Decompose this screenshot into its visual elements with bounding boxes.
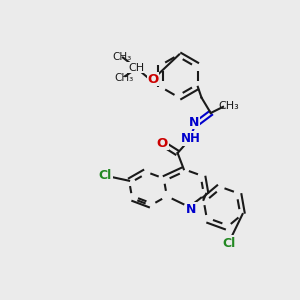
Text: NH: NH <box>181 132 201 145</box>
Text: N: N <box>189 116 199 129</box>
Text: Cl: Cl <box>99 169 112 182</box>
Text: CH: CH <box>128 63 144 73</box>
Text: CH₃: CH₃ <box>115 73 134 82</box>
Text: O: O <box>157 136 168 149</box>
Text: CH₃: CH₃ <box>112 52 132 62</box>
Text: Cl: Cl <box>223 237 236 250</box>
Text: CH₃: CH₃ <box>219 101 240 111</box>
Text: O: O <box>147 73 159 85</box>
Text: N: N <box>185 203 196 216</box>
